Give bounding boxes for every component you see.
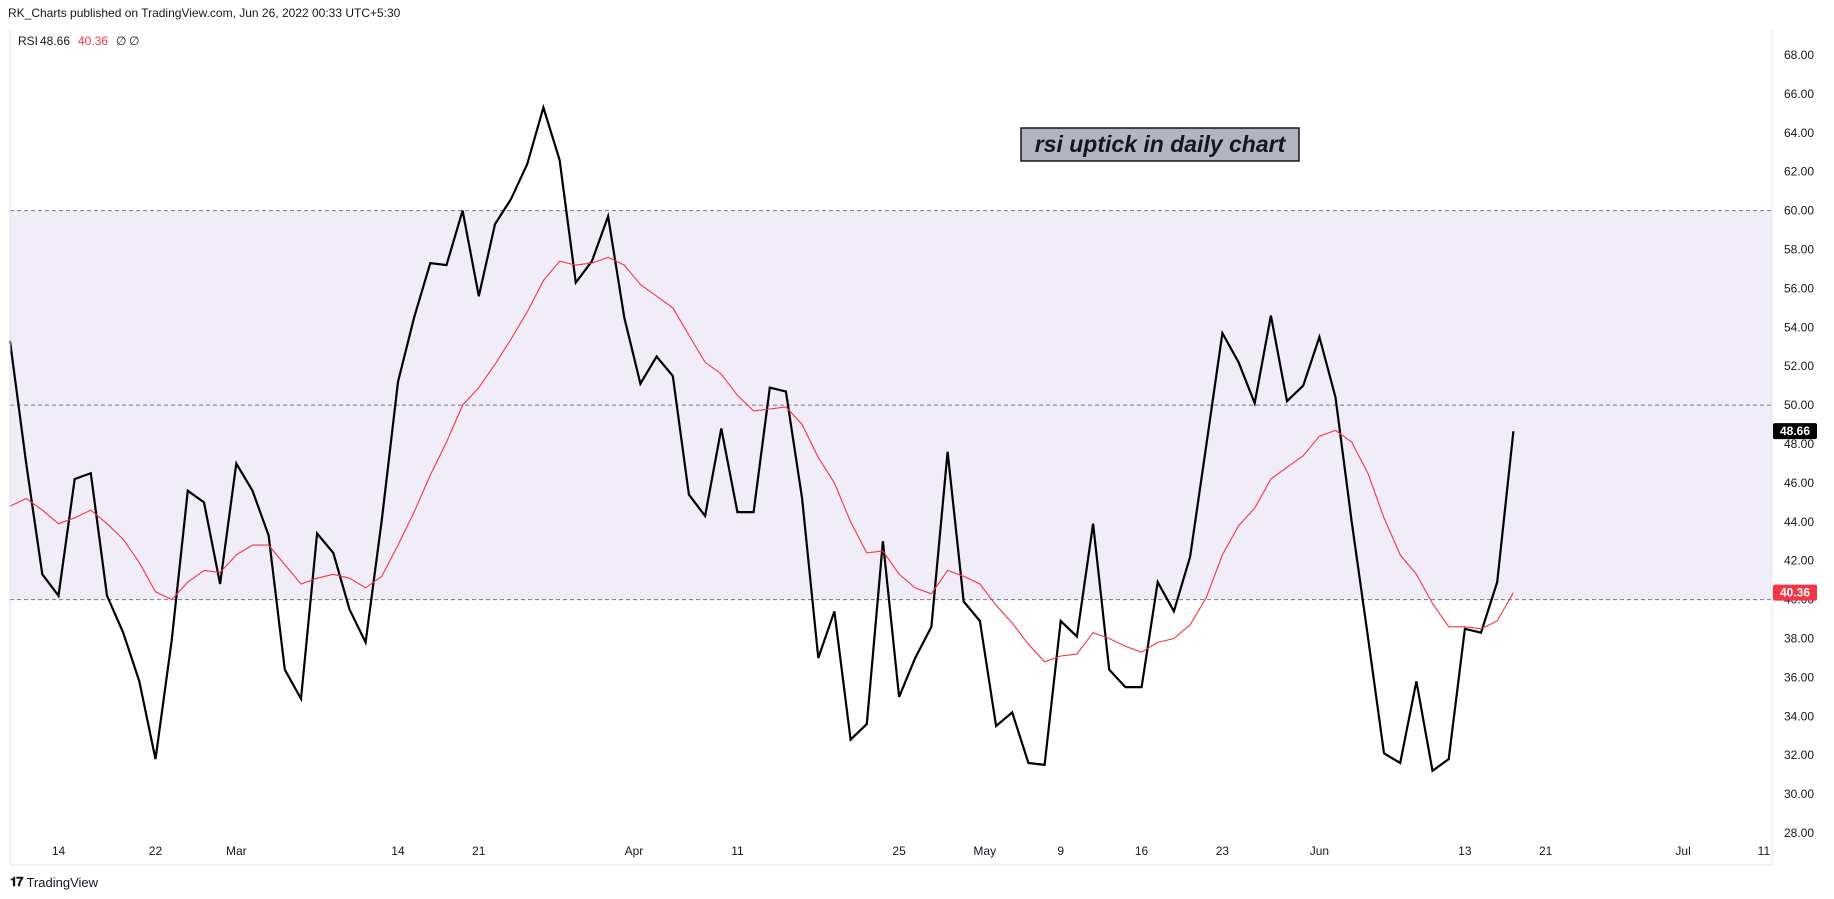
x-tick-label: May [973,844,996,858]
ma-last-value-tag: 40.36 [1780,586,1810,600]
x-tick-label: 21 [1539,844,1553,858]
x-tick-label: Apr [625,844,644,858]
y-tick-label: 42.00 [1784,554,1814,568]
x-tick-label: 13 [1458,844,1472,858]
y-tick-label: 62.00 [1784,165,1814,179]
legend-extra-2: ∅ [129,34,139,48]
x-tick-label: Jul [1675,844,1690,858]
x-tick-label: 14 [52,844,66,858]
y-tick-label: 46.00 [1784,476,1814,490]
x-tick-label: 25 [892,844,906,858]
rsi-last-value-tag: 48.66 [1780,424,1810,438]
x-tick-label: Mar [226,844,247,858]
x-tick-label: 21 [472,844,486,858]
x-tick-label: 22 [149,844,163,858]
publish-info: RK_Charts published on TradingView.com, … [8,6,401,20]
y-tick-label: 50.00 [1784,398,1814,412]
y-tick-label: 58.00 [1784,243,1814,257]
tradingview-branding[interactable]: 𝟏𝟕 TradingView [10,874,98,890]
last-value-tags: 48.66 40.36 [1773,423,1817,601]
x-tick-label: 14 [391,844,405,858]
legend-ma-value: 40.36 [78,34,108,48]
rsi-ma-line[interactable] [9,256,1514,663]
annotation-text: rsi uptick in daily chart [1035,131,1287,157]
y-tick-label: 38.00 [1784,632,1814,646]
indicator-legend[interactable]: RSI 48.66 40.36 ∅ ∅ [18,34,139,48]
y-tick-label: 32.00 [1784,748,1814,762]
x-tick-label: 11 [731,844,744,858]
y-axis[interactable]: 28.0030.0032.0034.0036.0038.0040.0042.00… [1784,48,1814,840]
y-tick-label: 68.00 [1784,48,1814,62]
x-tick-label: 16 [1135,844,1149,858]
y-tick-label: 34.00 [1784,709,1814,723]
y-tick-label: 56.00 [1784,281,1814,295]
y-tick-label: 52.00 [1784,359,1814,373]
tradingview-logo-icon: 𝟏𝟕 [10,874,24,889]
ma-last-value-tag-bg [1773,584,1817,601]
x-axis[interactable]: 1422Mar1421Apr1125May91623Jun1321Jul1118 [52,844,1834,858]
y-tick-label: 60.00 [1784,204,1814,218]
x-tick-label: 9 [1057,844,1064,858]
x-tick-label: 11 [1758,844,1771,858]
annotation-box[interactable] [1020,127,1300,162]
y-tick-label: 36.00 [1784,670,1814,684]
x-tick-label: 23 [1216,844,1230,858]
rsi-band-fill [10,210,1772,600]
y-tick-label: 44.00 [1784,515,1814,529]
series-layer [8,103,1515,773]
y-tick-label: 30.00 [1784,787,1814,801]
rsi-line[interactable] [8,103,1515,773]
y-tick-label: 54.00 [1784,320,1814,334]
legend-name: RSI [18,34,38,48]
tradingview-brand-text: TradingView [26,874,99,890]
y-tick-label: 64.00 [1784,126,1814,140]
legend-extra-1: ∅ [116,34,126,48]
annotation[interactable]: rsi uptick in daily chart [1020,127,1300,162]
rsi-last-value-tag-bg [1773,423,1817,440]
y-tick-label: 48.00 [1784,437,1814,451]
y-tick-label: 28.00 [1784,826,1814,840]
x-tick-label: Jun [1310,844,1329,858]
y-tick-label: 66.00 [1784,87,1814,101]
rsi-band-layer [10,210,1772,600]
axis-frame [9,30,1773,866]
legend-rsi-value: 48.66 [40,34,70,48]
